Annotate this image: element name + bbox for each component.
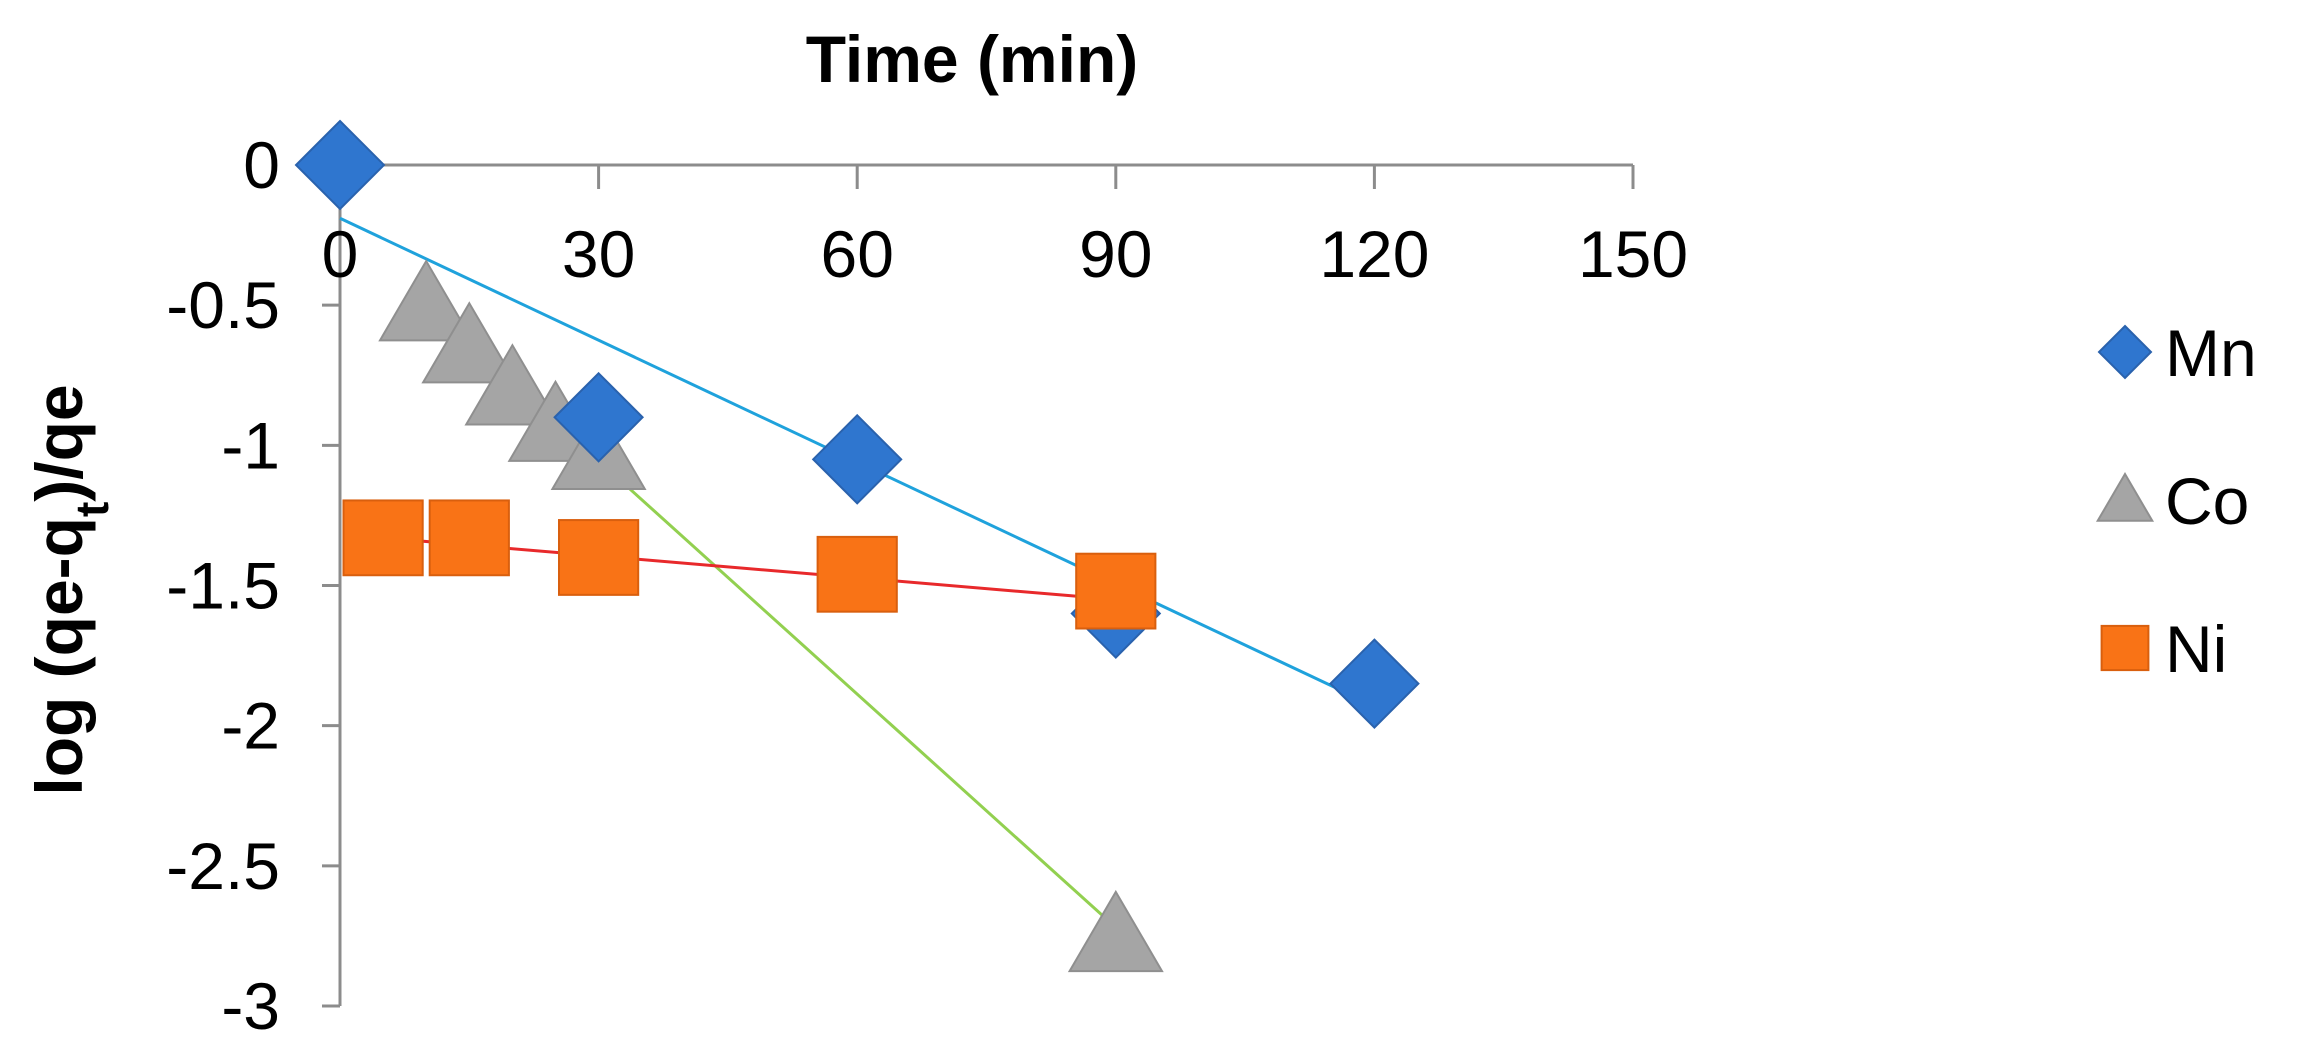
y-tick-label: -0.5 [166, 268, 280, 342]
x-tick-label: 30 [562, 217, 635, 291]
x-tick-label: 90 [1079, 217, 1152, 291]
data-markers [294, 119, 1420, 973]
marker-mn [1328, 638, 1420, 730]
y-tick-label: -3 [221, 969, 280, 1043]
legend-marker-mn [2097, 324, 2153, 380]
legend-label-co: Co [2165, 464, 2249, 538]
marker-ni [428, 499, 510, 577]
marker-co [421, 301, 518, 384]
x-axis-title: Time (min) [806, 22, 1138, 96]
marker-co [378, 259, 475, 342]
marker-mn [294, 119, 386, 211]
marker-ni [816, 535, 898, 613]
x-tick-label: 60 [820, 217, 893, 291]
y-tick-label: 0 [243, 128, 280, 202]
y-tick-label: -2.5 [166, 829, 280, 903]
y-axis-title-suffix: )/qe [22, 384, 96, 501]
axes: 0 30 60 90 120 150 0 -0.5 -1 -1.5 -2 -2.5 -3 [166, 128, 1688, 1043]
legend-marker-ni [2100, 624, 2150, 672]
x-tick-label: 150 [1578, 217, 1688, 291]
legend-label-ni: Ni [2165, 612, 2227, 686]
y-axis-title-prefix: log (qe-q [22, 517, 96, 796]
marker-mn [553, 371, 645, 463]
legend-marker-co [2095, 472, 2155, 522]
marker-ni [558, 519, 640, 596]
y-axis-title: log (qe-qt)/qe [22, 384, 118, 795]
marker-mn [811, 413, 903, 505]
y-axis-title-subscript: t [66, 502, 118, 517]
y-tick-label: -1 [221, 408, 280, 482]
legend: Mn Co Ni [2095, 316, 2257, 686]
x-tick-label: 0 [322, 217, 359, 291]
y-tick-label: -1.5 [166, 549, 280, 623]
marker-co [464, 343, 561, 426]
x-tick-label: 120 [1319, 217, 1429, 291]
legend-label-mn: Mn [2165, 316, 2257, 390]
marker-ni [1075, 552, 1157, 630]
marker-ni [342, 499, 424, 577]
marker-co [1067, 889, 1164, 973]
y-tick-label: -2 [221, 689, 280, 763]
